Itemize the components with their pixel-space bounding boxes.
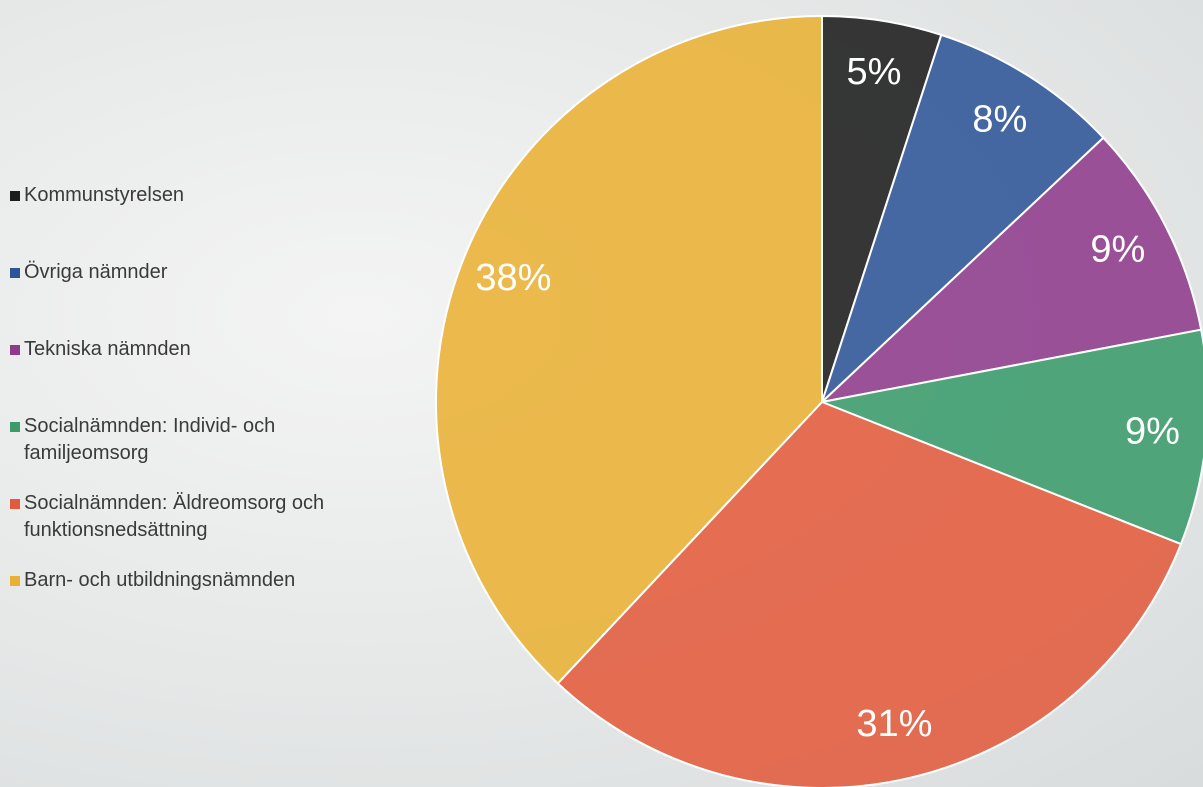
legend-swatch bbox=[10, 191, 20, 201]
pie-slice bbox=[818, 136, 1203, 404]
pie-slice bbox=[556, 400, 1183, 787]
legend-item: Övriga nämnder bbox=[10, 259, 364, 286]
data-label: 8% bbox=[972, 99, 1027, 141]
legend-item: Kommunstyrelsen bbox=[10, 182, 364, 209]
legend-item: Socialnämnden: Individ- och familjeomsor… bbox=[10, 413, 364, 467]
data-label: 9% bbox=[1090, 228, 1145, 270]
pie-slice bbox=[818, 328, 1203, 546]
legend-swatch bbox=[10, 268, 20, 278]
legend-label: Kommunstyrelsen bbox=[24, 184, 185, 206]
legend-item: Barn- och utbildningsnämnden bbox=[10, 567, 364, 594]
legend-item: Tekniska nämnden bbox=[10, 336, 364, 363]
data-label: 38% bbox=[475, 257, 551, 299]
legend-item: Socialnämnden: Äldreomsorg och funktions… bbox=[10, 490, 364, 544]
pie-slice bbox=[821, 33, 1105, 403]
legend-swatch bbox=[10, 576, 20, 586]
legend-label: Socialnämnden: Äldreomsorg och funktions… bbox=[24, 492, 325, 541]
legend-swatch bbox=[10, 345, 20, 355]
data-label: 31% bbox=[856, 703, 932, 745]
legend-label: Barn- och utbildningsnämnden bbox=[24, 569, 296, 591]
legend-label: Socialnämnden: Individ- och familjeomsor… bbox=[24, 415, 276, 464]
legend-swatch bbox=[10, 499, 20, 509]
legend-label: Övriga nämnder bbox=[24, 261, 168, 283]
legend-label: Tekniska nämnden bbox=[24, 338, 191, 360]
data-label: 5% bbox=[846, 51, 901, 93]
legend-swatch bbox=[10, 422, 20, 432]
data-label: 9% bbox=[1125, 410, 1180, 452]
pie-slice bbox=[435, 14, 823, 685]
legend: Kommunstyrelsen Övriga nämnder Tekniska nä… bbox=[0, 0, 400, 787]
